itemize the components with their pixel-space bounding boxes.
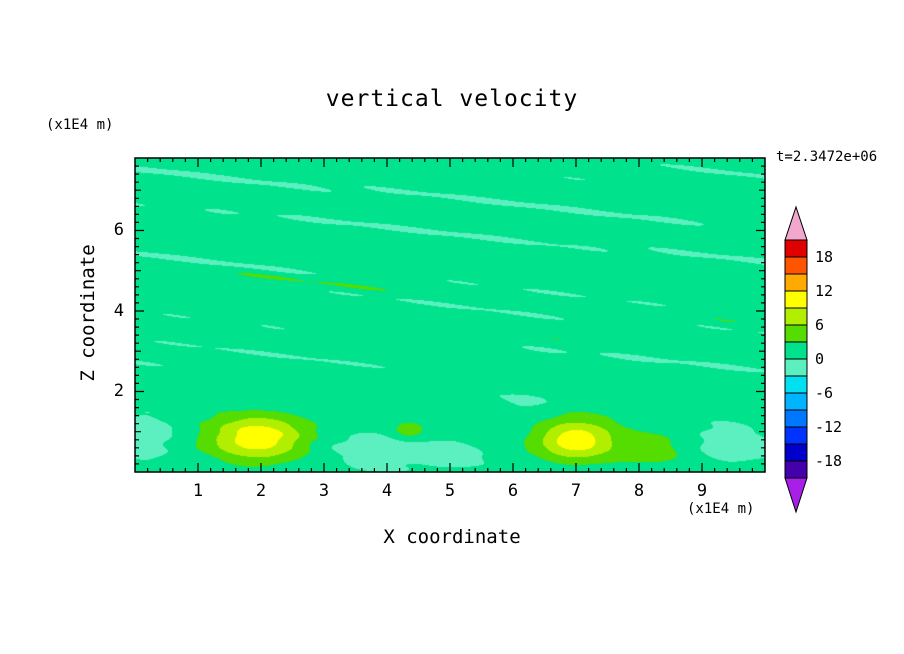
x-tick-label: 8 bbox=[633, 481, 645, 501]
y-tick-label: 4 bbox=[113, 300, 124, 321]
y-tick-label: 2 bbox=[113, 381, 124, 402]
time-annotation: t=2.3472e+06 bbox=[776, 149, 878, 165]
x-tick-label: 5 bbox=[444, 481, 456, 501]
colorbar-tick-label: 12 bbox=[815, 282, 834, 300]
x-axis-units-label: (x1E4 m) bbox=[687, 501, 755, 517]
y-axis-title: Z coordinate bbox=[77, 244, 99, 382]
colorbar-tick-label: -18 bbox=[815, 452, 843, 470]
colorbar-tick-label: -12 bbox=[815, 418, 843, 436]
y-axis-units-label: (x1E4 m) bbox=[46, 117, 114, 133]
x-tick-label: 6 bbox=[507, 481, 519, 501]
colorbar-tick-label: 18 bbox=[815, 248, 834, 266]
y-tick-label: 6 bbox=[113, 220, 124, 241]
x-tick-label: 3 bbox=[318, 481, 330, 501]
x-tick-label: 1 bbox=[192, 481, 204, 501]
x-tick-label: 9 bbox=[696, 481, 708, 501]
contour-field bbox=[135, 158, 765, 472]
x-axis-title: X coordinate bbox=[383, 526, 521, 548]
colorbar-tick-label: -6 bbox=[815, 384, 834, 402]
x-tick-label: 4 bbox=[381, 481, 393, 501]
chart-title: vertical velocity bbox=[325, 86, 579, 112]
x-tick-label: 7 bbox=[570, 481, 582, 501]
colorbar-tick-label: 0 bbox=[815, 350, 825, 368]
x-tick-label: 2 bbox=[255, 481, 267, 501]
colorbar-tick-label: 6 bbox=[815, 316, 825, 334]
